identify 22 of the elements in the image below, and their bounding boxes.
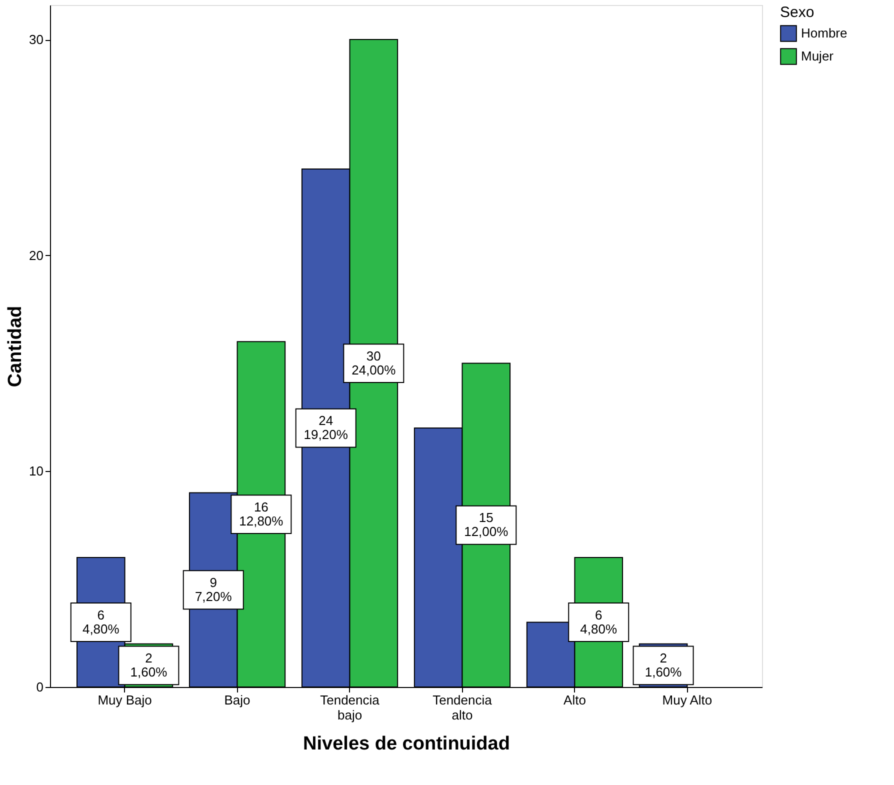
data-label: 9 7,20% xyxy=(194,574,232,604)
y-tick-label: 30 xyxy=(29,32,44,48)
data-label: 6 4,80% xyxy=(580,607,618,636)
data-label: 24 19,20% xyxy=(304,413,348,442)
x-axis-title: Niveles de continuidad xyxy=(303,734,510,754)
legend-label: Hombre xyxy=(801,26,848,40)
y-tick-label: 20 xyxy=(29,248,44,263)
legend-title: Sexo xyxy=(780,4,814,21)
y-tick-label: 10 xyxy=(29,464,44,479)
x-tick-label: Tendencia alto xyxy=(432,692,493,722)
legend-label: Mujer xyxy=(801,48,834,64)
data-label: 30 24,00% xyxy=(352,348,396,378)
y-axis-title: Cantidad xyxy=(5,306,26,388)
x-tick-label: Alto xyxy=(564,692,586,708)
data-label: 15 12,00% xyxy=(464,510,509,540)
x-tick-label: Tendencia bajo xyxy=(320,692,380,722)
data-label: 16 12,80% xyxy=(239,499,284,528)
data-label: 6 4,80% xyxy=(82,607,120,636)
x-tick-label: Bajo xyxy=(224,692,250,708)
x-tick-label: Muy Alto xyxy=(662,692,712,708)
y-tick-label: 0 xyxy=(36,680,44,694)
x-tick-label: Muy Bajo xyxy=(98,692,152,708)
